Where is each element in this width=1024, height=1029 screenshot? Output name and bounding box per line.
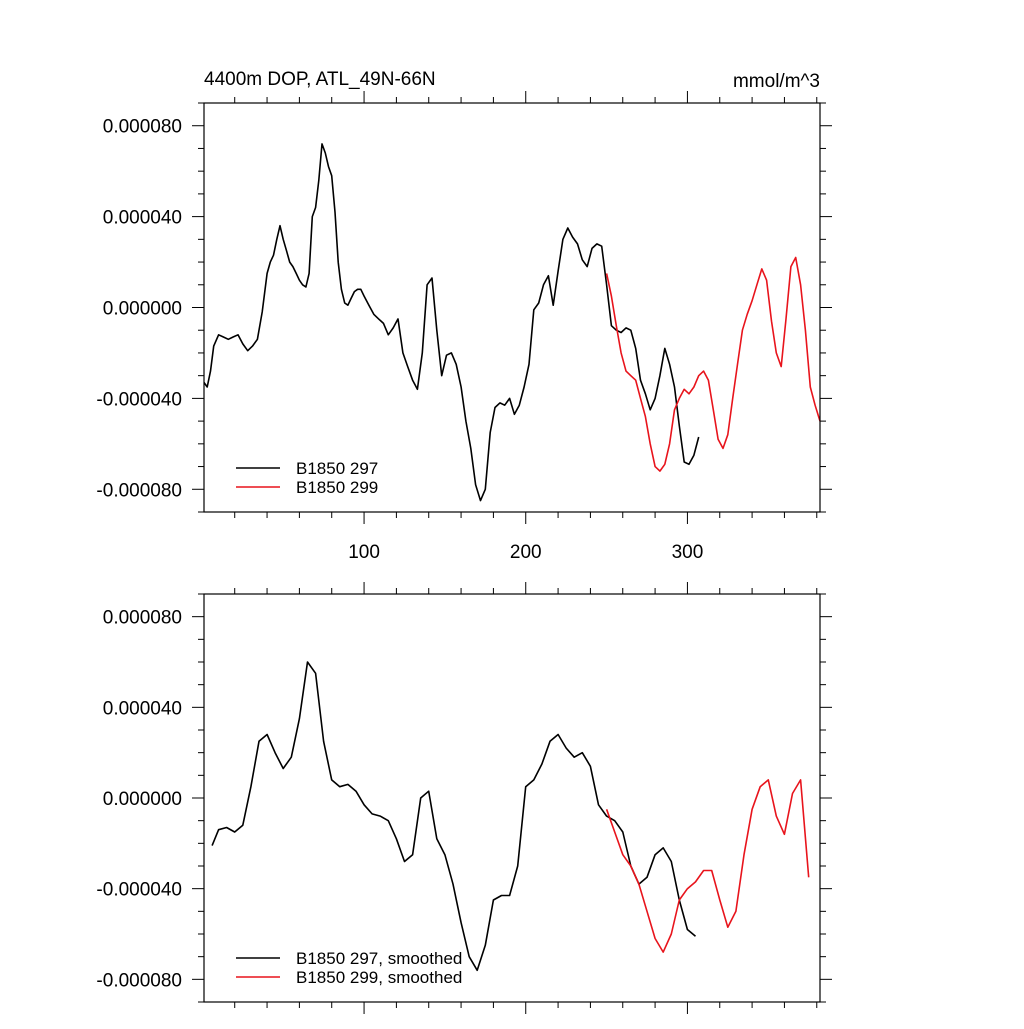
x-tick-label: 200: [510, 542, 542, 563]
legend-label-b1850-297-smoothed: B1850 297, smoothed: [296, 949, 462, 968]
y-axis-tick-labels: 0.000080 0.000040 0.000000 -0.000040 -0.…: [96, 608, 182, 992]
series-line-b1850-297: [203, 143, 700, 502]
legend-label-b1850-299-smoothed: B1850 299, smoothed: [296, 968, 462, 987]
axis-ticks: [192, 91, 832, 524]
y-tick-label: -0.000080: [96, 970, 182, 991]
chart-title: 4400m DOP, ATL_49N-66N: [204, 69, 436, 90]
legend-label-b1850-299: B1850 299: [296, 478, 378, 497]
y-tick-label: 0.000000: [103, 299, 182, 320]
y-tick-label: 0.000080: [103, 117, 182, 138]
y-tick-label: 0.000040: [103, 208, 182, 229]
series-line-b1850-299: [605, 256, 821, 472]
series-line-b1850-297-smoothed: [211, 661, 697, 972]
y-tick-label: -0.000040: [96, 389, 182, 410]
y-axis-tick-labels: 0.000080 0.000040 0.000000 -0.000040 -0.…: [96, 117, 182, 502]
y-tick-label: -0.000080: [96, 480, 182, 501]
x-axis-tick-labels: 100 200 300: [348, 542, 703, 563]
legend: B1850 297 B1850 299: [236, 459, 378, 497]
bottom-panel: 0.000080 0.000040 0.000000 -0.000040 -0.…: [96, 582, 832, 1014]
y-tick-label: 0.000040: [103, 698, 182, 719]
plot-frame: [203, 593, 821, 1003]
y-tick-label: 0.000000: [103, 789, 182, 810]
top-panel: 4400m DOP, ATL_49N-66N mmol/m^3 0.000080…: [96, 69, 832, 563]
y-tick-label: -0.000040: [96, 880, 182, 901]
legend-label-b1850-297: B1850 297: [296, 459, 378, 478]
y-tick-label: 0.000080: [103, 608, 182, 629]
x-tick-label: 300: [672, 542, 704, 563]
axis-ticks: [192, 582, 832, 1014]
plot-frame: [203, 102, 821, 513]
x-tick-label: 100: [348, 542, 380, 563]
units-label: mmol/m^3: [733, 71, 820, 92]
series-line-b1850-299-smoothed: [605, 779, 810, 953]
legend: B1850 297, smoothed B1850 299, smoothed: [236, 949, 462, 987]
